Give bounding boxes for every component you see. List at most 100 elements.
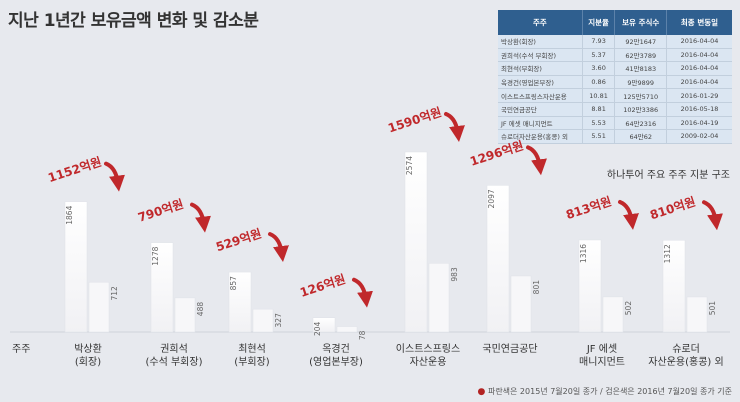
decrease-label: 1590억원 bbox=[386, 105, 443, 135]
bar-previous-value: 2097 bbox=[487, 189, 496, 208]
decrease-arrow-icon bbox=[444, 112, 465, 142]
bar-previous-value: 1278 bbox=[151, 246, 160, 265]
table-row: 최현석(부회장) 3.60 41만8183 2016-04-04 bbox=[498, 61, 732, 76]
cell-shares: 102만3386 bbox=[614, 102, 667, 117]
decrease-label: 790억원 bbox=[136, 197, 185, 225]
cell-last-change: 2016-04-04 bbox=[666, 61, 732, 76]
bar-current-value: 801 bbox=[532, 280, 541, 295]
bar-current bbox=[602, 296, 624, 333]
cell-shareholder: 권희석(수석 부회장) bbox=[498, 48, 583, 63]
category-label: (수석 부회장) bbox=[146, 356, 203, 368]
table-row: 권희석(수석 부회장) 5.37 62만3789 2016-04-04 bbox=[498, 48, 732, 63]
decrease-arrow-icon bbox=[104, 161, 125, 192]
category-label: 옥경건 bbox=[322, 342, 350, 355]
cell-shareholder: 슈로더자산운용(홍콩) 외 bbox=[498, 129, 583, 144]
table-header-stake: 지분율 bbox=[582, 10, 616, 35]
cell-stake: 5.53 bbox=[582, 116, 616, 131]
bar-previous-value: 857 bbox=[229, 276, 238, 291]
table-row: 옥경건(영업본부장) 0.86 9만9899 2016-04-04 bbox=[498, 75, 732, 90]
cell-stake: 10.81 bbox=[582, 88, 616, 103]
bar-previous-value: 1864 bbox=[65, 205, 74, 224]
decrease-label: 126억원 bbox=[298, 272, 347, 300]
bar-previous bbox=[150, 242, 174, 333]
cell-last-change: 2016-05-18 bbox=[666, 102, 732, 117]
cell-shareholder: 국민연금공단 bbox=[498, 102, 583, 117]
cell-last-change: 2016-04-04 bbox=[666, 48, 732, 63]
bar-current bbox=[428, 263, 450, 333]
table-row: 박상환(회장) 7.93 92만1647 2016-04-04 bbox=[498, 35, 732, 49]
cell-stake: 8.81 bbox=[582, 102, 616, 117]
bar-previous bbox=[578, 239, 602, 333]
table-header-shareholder: 주주 bbox=[498, 10, 583, 35]
category-label: 권희석 bbox=[160, 343, 188, 355]
bar-current-value: 712 bbox=[110, 286, 119, 301]
cell-shares: 9만9899 bbox=[614, 75, 667, 90]
table-row: 슈로더자산운용(홍콩) 외 5.51 64만62 2009-02-04 bbox=[498, 129, 732, 144]
bar-current bbox=[252, 308, 274, 333]
table-header-shares: 보유 주식수 bbox=[614, 10, 667, 35]
bar-current-value: 78 bbox=[358, 330, 367, 340]
cell-shareholder: 박상환(회장) bbox=[498, 35, 583, 49]
bar-current-value: 502 bbox=[624, 301, 633, 316]
bar-previous bbox=[228, 271, 252, 333]
category-label: (부회장) bbox=[234, 356, 270, 368]
bar-current-value: 501 bbox=[708, 301, 717, 316]
bar-current bbox=[174, 297, 196, 333]
decrease-arrow-icon bbox=[352, 277, 373, 308]
bar-previous-value: 2574 bbox=[405, 156, 414, 175]
category-label: 최현석 bbox=[238, 343, 266, 355]
cell-shares: 64만2316 bbox=[614, 116, 667, 131]
cell-shareholder: 옥경건(영업본부장) bbox=[498, 75, 583, 90]
chart-title: 지난 1년간 보유금액 변화 및 감소분 bbox=[8, 11, 259, 31]
cell-shareholder: 이스트스프링스자산운용 bbox=[498, 88, 583, 103]
decrease-label: 529억원 bbox=[214, 226, 263, 254]
category-label: 자산운용 bbox=[410, 356, 447, 368]
cell-shares: 41만8183 bbox=[614, 61, 667, 76]
cell-stake: 3.60 bbox=[582, 61, 616, 76]
cell-shareholder: 최현석(부회장) bbox=[498, 61, 583, 76]
category-label: (영업본부장) bbox=[309, 355, 363, 368]
bar-current bbox=[686, 296, 708, 333]
bar-current-value: 327 bbox=[274, 313, 283, 328]
category-label: 자산운용(홍콩) 외 bbox=[648, 355, 723, 368]
bar-previous bbox=[662, 240, 686, 333]
category-label: 매니지먼트 bbox=[579, 356, 625, 368]
bar-previous-value: 204 bbox=[313, 322, 322, 337]
bar-current bbox=[336, 326, 358, 333]
decrease-label: 1152억원 bbox=[46, 155, 103, 185]
bar-previous bbox=[64, 201, 88, 333]
cell-last-change: 2016-04-04 bbox=[666, 75, 732, 90]
footnote-marker: ● bbox=[477, 387, 486, 397]
cell-stake: 5.37 bbox=[582, 48, 616, 63]
x-axis-label: 주주 bbox=[12, 344, 30, 355]
cell-shares: 92만1647 bbox=[614, 35, 667, 49]
cell-shares: 64만62 bbox=[614, 129, 667, 144]
table-row: 국민연금공단 8.81 102만3386 2016-05-18 bbox=[498, 102, 732, 117]
category-label: 국민연금공단 bbox=[482, 343, 537, 355]
category-label: JF 에셋 bbox=[586, 343, 617, 355]
decrease-arrow-icon bbox=[702, 200, 723, 231]
cell-last-change: 2016-04-19 bbox=[666, 116, 732, 131]
footnote: ● 파란색은 2015년 7월20일 종가 / 검은색은 2016년 7월20일… bbox=[370, 386, 732, 397]
bar-previous-value: 1316 bbox=[579, 244, 588, 263]
table-row: 이스트스프링스자산운용 10.81 125만5710 2016-01-29 bbox=[498, 88, 732, 103]
decrease-label: 1296억원 bbox=[468, 138, 525, 168]
decrease-label: 810억원 bbox=[648, 195, 697, 223]
cell-last-change: 2016-01-29 bbox=[666, 88, 732, 103]
cell-stake: 5.51 bbox=[582, 129, 616, 144]
cell-shareholder: JF 에셋 매니지먼트 bbox=[498, 116, 583, 131]
bar-previous-value: 1312 bbox=[663, 244, 672, 263]
cell-last-change: 2009-02-04 bbox=[666, 129, 732, 144]
bar-previous bbox=[312, 317, 336, 333]
bar-current-value: 983 bbox=[450, 267, 459, 282]
category-label: 박상환 bbox=[74, 343, 102, 355]
decrease-arrow-icon bbox=[526, 145, 547, 176]
cell-shares: 125만5710 bbox=[614, 88, 667, 103]
table-header-row: 주주 지분율 보유 주식수 최종 변동일 bbox=[498, 10, 732, 35]
decrease-arrow-icon bbox=[618, 199, 639, 230]
decrease-label: 813억원 bbox=[564, 194, 613, 222]
holdings-table-wrap: 주주 지분율 보유 주식수 최종 변동일 박상환(회장) 7.93 92만1647 2… bbox=[498, 10, 732, 144]
cell-stake: 0.86 bbox=[582, 75, 616, 90]
footnote-text: 파란색은 2015년 7월20일 종가 / 검은색은 2016년 7월20일 종… bbox=[487, 387, 732, 396]
